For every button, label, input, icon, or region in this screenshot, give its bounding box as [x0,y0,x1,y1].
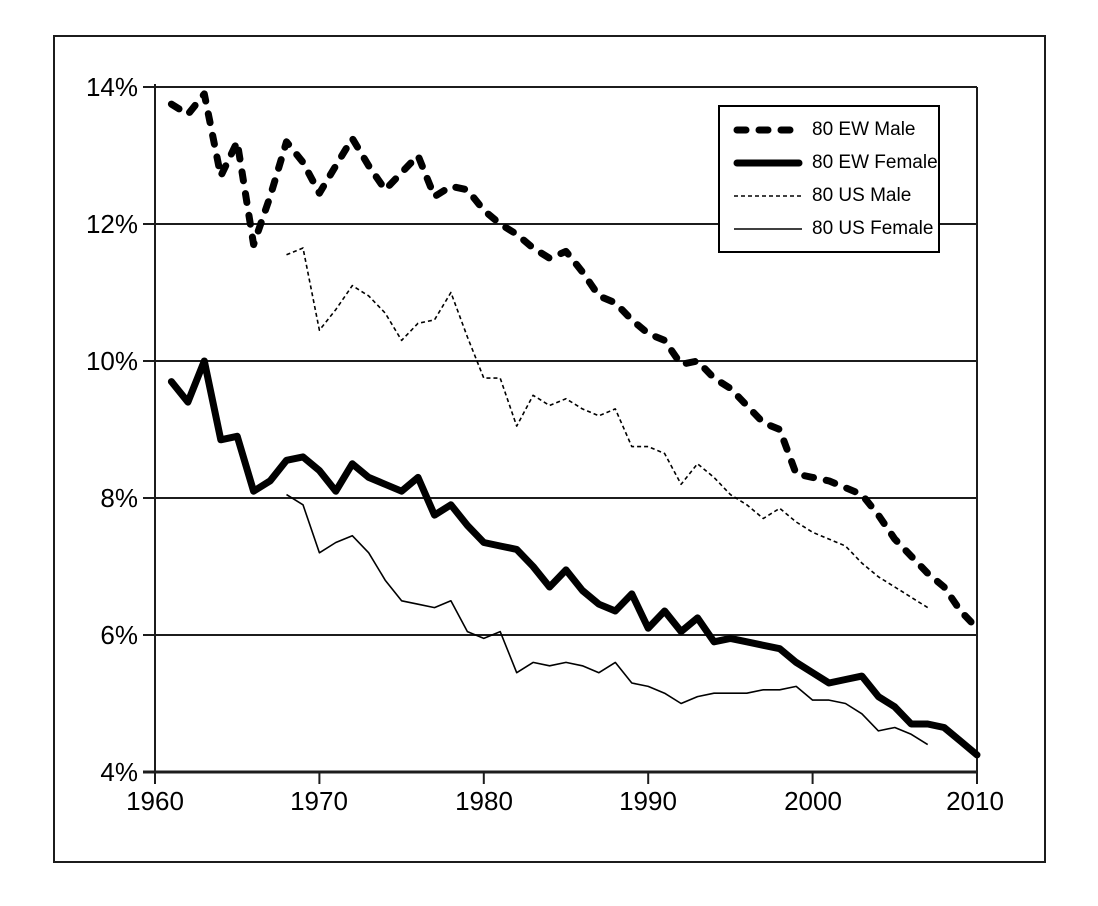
thin-solid-line-icon [734,227,802,230]
x-axis-label-1960: 1960 [126,786,184,816]
y-axis-label-4: 4% [100,757,138,787]
x-axis-label-1980: 1980 [455,786,513,816]
legend-label: 80 EW Male [812,119,916,140]
x-axis-label-1990: 1990 [619,786,677,816]
legend-item-ew-male: 80 EW Male [732,119,938,140]
y-axis-label-12: 12% [85,209,138,239]
thin-dashed-line-icon [734,194,802,197]
legend-label: 80 EW Female [812,152,938,173]
thick-dashed-line-icon [733,126,803,133]
legend-label: 80 US Male [812,185,912,206]
y-axis-label-10: 10% [85,346,138,376]
x-axis-label-1970: 1970 [290,786,348,816]
thick-solid-line-icon [733,159,803,166]
legend-item-ew-female: 80 EW Female [732,152,938,173]
legend-item-us-male: 80 US Male [732,185,938,206]
x-axis-label-2010: 2010 [946,786,1004,816]
series-line-80-ew-male [167,90,981,632]
x-axis-label-2000: 2000 [784,786,842,816]
legend-box: 80 EW Male 80 EW Female 80 US Male 80 US… [718,105,940,253]
y-axis-label-8: 8% [100,483,138,513]
legend-label: 80 US Female [812,218,934,239]
y-axis-label-6: 6% [100,620,138,650]
series-line-80-us-male [286,247,929,609]
series-line-80-ew-female [167,357,981,759]
y-axis-label-14: 14% [85,72,138,102]
legend-item-us-female: 80 US Female [732,218,938,239]
series-line-80-us-female [286,493,929,746]
